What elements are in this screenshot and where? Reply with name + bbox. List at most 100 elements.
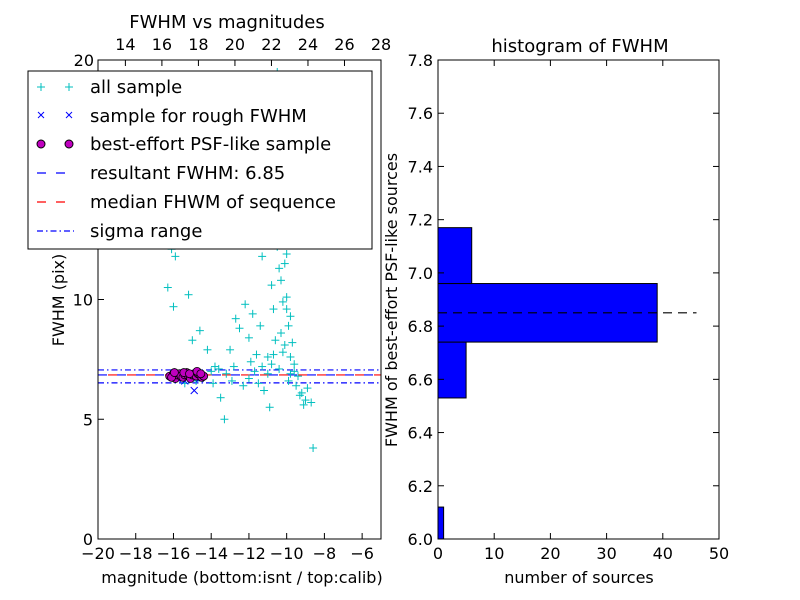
point-all-sample [188, 336, 197, 345]
left-top-x-tick-label: 28 [371, 35, 391, 54]
right-y-tick-label: 6.0 [408, 530, 433, 549]
right-x-tick-label: 50 [709, 544, 729, 563]
right-y-tick-label: 7.4 [408, 157, 433, 176]
right-chart-title: histogram of FWHM [491, 36, 668, 57]
point-all-sample [222, 369, 231, 378]
right-x-tick-label: 30 [596, 544, 616, 563]
point-best-effort-sample [185, 369, 194, 379]
right-chart-frame [437, 59, 720, 540]
point-all-sample [241, 300, 250, 309]
point-all-sample [250, 367, 259, 376]
legend-label-resultant-fwhm: resultant FWHM: 6.85 [90, 163, 285, 184]
point-all-sample [269, 350, 278, 359]
left-top-x-tick-label: 14 [115, 35, 135, 54]
left-x-tick-label: −18 [119, 544, 153, 563]
point-all-sample [293, 372, 302, 381]
point-all-sample [309, 443, 318, 452]
histogram-bar [437, 506, 445, 540]
left-chart-ylabel: FWHM (pix) [49, 254, 68, 347]
right-y-tick-label: 6.6 [408, 370, 433, 389]
point-all-sample [303, 384, 312, 393]
point-all-sample [256, 321, 265, 330]
left-chart-title: FWHM vs magnitudes [129, 12, 324, 33]
left-y-tick-label: 5 [83, 410, 93, 429]
point-all-sample [278, 297, 287, 306]
point-all-sample [280, 259, 289, 268]
right-y-tick-label: 7.6 [408, 104, 433, 123]
legend-entry-sigma-range: sigma range [37, 221, 202, 242]
point-all-sample [277, 276, 286, 285]
point-all-sample [263, 369, 272, 378]
point-all-sample [280, 341, 289, 350]
point-all-sample [275, 264, 284, 273]
right-y-tick-label: 7.0 [408, 264, 433, 283]
left-top-x-tick-label: 16 [152, 35, 172, 54]
left-x-tick-label: −14 [194, 544, 228, 563]
left-top-x-tick-label: 18 [188, 35, 208, 54]
legend-entry-resultant-fwhm: resultant FWHM: 6.85 [37, 163, 285, 184]
point-all-sample [254, 379, 263, 388]
right-y-tick-label: 7.2 [408, 211, 433, 230]
histogram-bar [437, 227, 473, 285]
left-x-tick-label: −6 [350, 544, 374, 563]
point-all-sample [284, 321, 293, 330]
point-rough-sample [190, 386, 199, 395]
point-best-effort-sample [196, 369, 206, 379]
point-all-sample [214, 364, 223, 373]
legend-label-sample-for-rough-fwhm: sample for rough FWHM [90, 106, 307, 127]
left-chart-y-axis: 0 5 10 [73, 291, 104, 549]
point-all-sample [286, 369, 295, 378]
point-all-sample [307, 398, 316, 407]
point-all-sample [275, 364, 284, 373]
point-all-sample [203, 345, 212, 354]
left-x-tick-label: −12 [232, 544, 266, 563]
histogram-chart-fwhm: histogram of FWHM 0 10 20 30 40 50 6.06.26.46… [382, 36, 729, 587]
left-top-x-tick-label: 22 [261, 35, 281, 54]
legend-label-sigma-range: sigma range [90, 221, 202, 242]
point-all-sample [184, 290, 193, 299]
left-chart-top-left-y-label: 20 [74, 51, 94, 70]
right-chart-x-axis: 0 10 20 30 40 50 [433, 60, 729, 563]
point-all-sample [169, 302, 178, 311]
left-chart-top-axis: 14 16 18 20 22 24 26 28 [115, 35, 391, 66]
right-chart-ylabel: FWHM of best-effort PSF-like sources [382, 153, 401, 447]
point-all-sample [263, 352, 272, 361]
point-all-sample [286, 312, 295, 321]
right-chart-y-axis: 6.0 6.2 6.4 6.6 6.8 7.0 7.2 7.4 7.6 7.8 [408, 51, 719, 549]
x-marker-icon [37, 111, 73, 119]
right-chart-plot-area [437, 227, 697, 540]
point-all-sample [258, 362, 267, 371]
point-all-sample [209, 379, 218, 388]
point-all-sample [226, 345, 235, 354]
point-all-sample [239, 381, 248, 390]
point-all-sample [258, 252, 267, 261]
left-x-tick-label: −10 [270, 544, 304, 563]
point-all-sample [282, 305, 291, 314]
point-all-sample [231, 314, 240, 323]
point-all-sample [171, 252, 180, 261]
point-all-sample [290, 360, 299, 369]
point-all-sample [277, 329, 286, 338]
point-all-sample [271, 336, 280, 345]
point-all-sample [278, 348, 287, 357]
point-all-sample [286, 352, 295, 361]
scatter-chart-fwhm-vs-magnitudes: FWHM vs magnitudes 20 14 16 18 20 22 24 26 28 −… [27, 12, 391, 587]
left-chart-xlabel: magnitude (bottom:isnt / top:calib) [101, 568, 382, 587]
point-all-sample [229, 362, 238, 371]
point-all-sample [292, 381, 301, 390]
point-all-sample [248, 309, 257, 318]
point-all-sample [235, 324, 244, 333]
point-all-sample [267, 360, 276, 369]
right-x-tick-label: 10 [484, 544, 504, 563]
legend-label-all-sample: all sample [90, 77, 182, 98]
point-all-sample [284, 376, 293, 385]
right-x-tick-label: 20 [540, 544, 560, 563]
point-all-sample [227, 376, 236, 385]
point-all-sample [267, 281, 276, 290]
legend-entry-all-sample: all sample [37, 77, 182, 98]
left-top-x-tick-label: 20 [225, 35, 245, 54]
left-top-x-tick-label: 24 [298, 35, 318, 54]
legend-entry-best-effort-psf-like-sample: best-effort PSF-like sample [36, 134, 331, 155]
left-x-tick-label: −16 [157, 544, 191, 563]
point-all-sample [220, 415, 229, 424]
